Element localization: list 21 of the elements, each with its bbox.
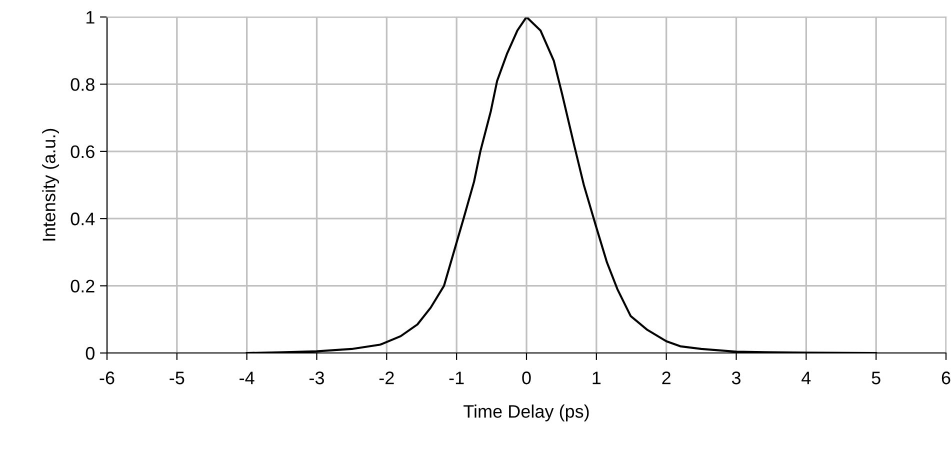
- x-tick-label: -3: [310, 372, 324, 384]
- y-tick-label: 0.2: [70, 280, 94, 293]
- x-tick-label: 6: [942, 372, 950, 384]
- y-tick-label: 0.4: [70, 212, 95, 226]
- x-tick-label: -1: [449, 372, 464, 384]
- x-tick-label: 1: [592, 372, 601, 384]
- x-tick-label: 3: [732, 372, 740, 384]
- x-tick-label: 5: [872, 372, 880, 384]
- x-tick-label: 0: [522, 372, 531, 384]
- y-tick-label: 0: [86, 346, 94, 360]
- x-tick-label: -5: [170, 372, 184, 384]
- y-tick-label: 1: [86, 11, 94, 24]
- x-tick-label: 4: [802, 372, 811, 384]
- x-tick-label: 2: [662, 372, 670, 384]
- x-axis-title: Time Delay (ps): [464, 404, 589, 422]
- y-tick-label: 0.6: [70, 145, 94, 158]
- x-tick-label: -4: [240, 372, 254, 384]
- x-tick-label: -6: [100, 372, 114, 384]
- y-tick-label: 0.8: [70, 78, 94, 91]
- y-axis-title: Intensity (a.u.): [42, 128, 59, 241]
- x-tick-label: -2: [379, 372, 394, 384]
